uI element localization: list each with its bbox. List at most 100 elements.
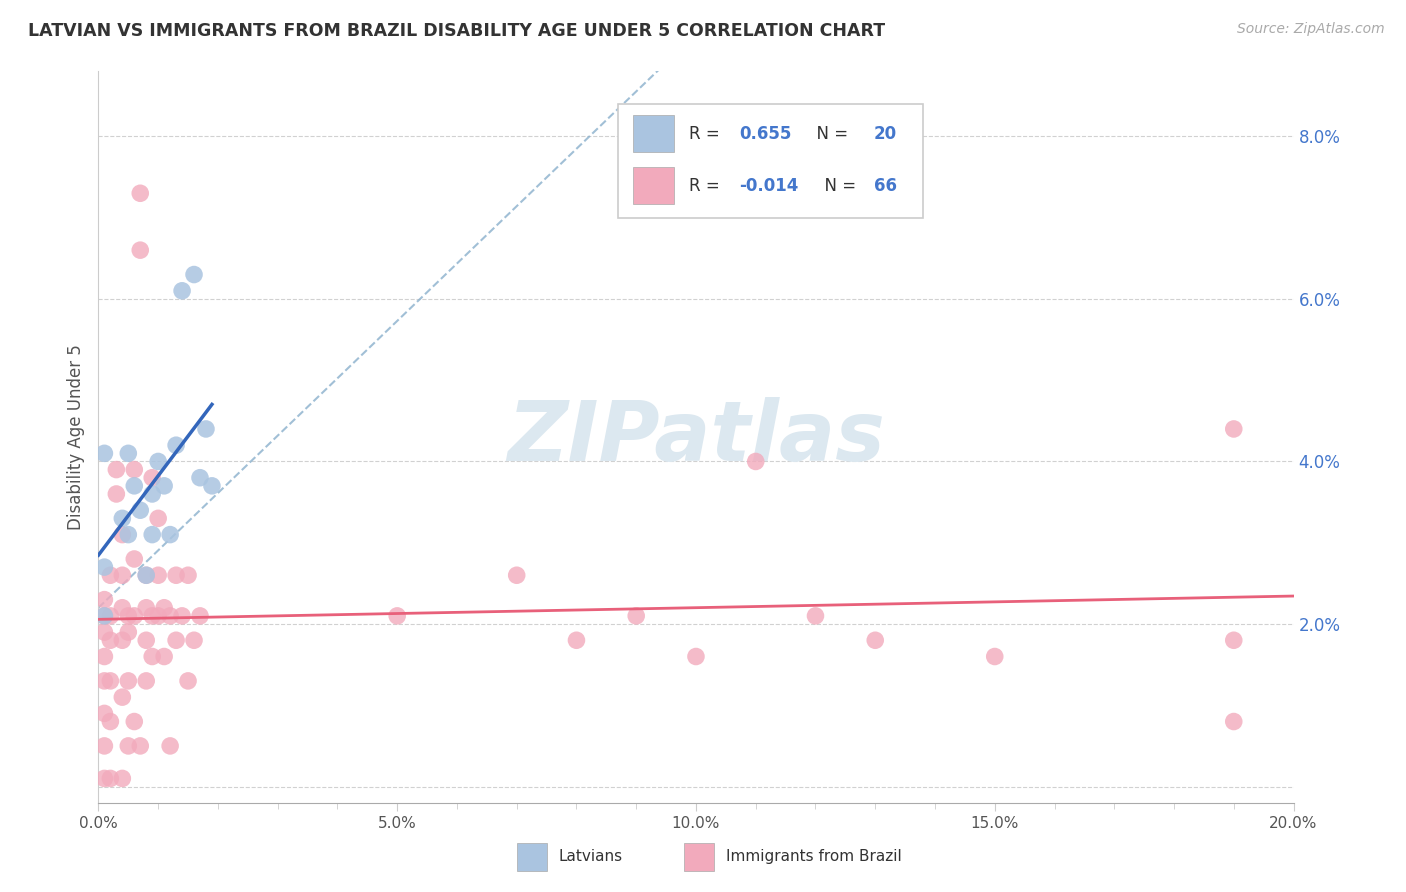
- FancyBboxPatch shape: [619, 104, 922, 218]
- Point: [177, 673, 200, 688]
- Point: [1223, 422, 1246, 436]
- Point: [172, 284, 194, 298]
- Point: [626, 608, 648, 623]
- FancyBboxPatch shape: [685, 843, 714, 871]
- Point: [183, 633, 205, 648]
- Point: [105, 487, 128, 501]
- Point: [111, 690, 134, 705]
- Text: ZIPatlas: ZIPatlas: [508, 397, 884, 477]
- Point: [159, 739, 181, 753]
- Point: [93, 649, 115, 664]
- Point: [385, 608, 409, 623]
- Point: [111, 568, 134, 582]
- Text: Immigrants from Brazil: Immigrants from Brazil: [725, 849, 901, 864]
- Point: [153, 479, 176, 493]
- Point: [177, 568, 200, 582]
- Text: N =: N =: [814, 177, 862, 194]
- Text: 20: 20: [875, 125, 897, 143]
- Point: [98, 633, 122, 648]
- Point: [159, 608, 181, 623]
- Point: [172, 608, 194, 623]
- Point: [117, 527, 139, 541]
- Point: [124, 462, 146, 476]
- Point: [195, 422, 218, 436]
- Point: [148, 608, 170, 623]
- Point: [183, 268, 205, 282]
- Point: [685, 649, 707, 664]
- Point: [93, 608, 115, 623]
- Point: [98, 673, 122, 688]
- Point: [93, 592, 115, 607]
- Point: [98, 714, 122, 729]
- Text: Latvians: Latvians: [558, 849, 623, 864]
- FancyBboxPatch shape: [633, 115, 675, 152]
- Point: [124, 552, 146, 566]
- Point: [745, 454, 768, 468]
- FancyBboxPatch shape: [633, 168, 675, 204]
- Point: [148, 568, 170, 582]
- Point: [98, 772, 122, 786]
- Point: [129, 243, 152, 257]
- Text: -0.014: -0.014: [740, 177, 799, 194]
- Text: N =: N =: [806, 125, 853, 143]
- Point: [93, 608, 115, 623]
- Point: [111, 772, 134, 786]
- Point: [1223, 633, 1246, 648]
- Point: [141, 471, 163, 485]
- Point: [141, 527, 163, 541]
- Point: [148, 511, 170, 525]
- Point: [93, 673, 115, 688]
- Point: [111, 633, 134, 648]
- Point: [129, 186, 152, 201]
- Point: [865, 633, 887, 648]
- Point: [135, 600, 157, 615]
- Point: [165, 438, 187, 452]
- Point: [565, 633, 588, 648]
- Text: LATVIAN VS IMMIGRANTS FROM BRAZIL DISABILITY AGE UNDER 5 CORRELATION CHART: LATVIAN VS IMMIGRANTS FROM BRAZIL DISABI…: [28, 22, 886, 40]
- Y-axis label: Disability Age Under 5: Disability Age Under 5: [66, 344, 84, 530]
- Point: [188, 608, 211, 623]
- Point: [984, 649, 1007, 664]
- Text: R =: R =: [689, 125, 725, 143]
- Point: [124, 608, 146, 623]
- Point: [117, 608, 139, 623]
- Point: [129, 739, 152, 753]
- Point: [93, 739, 115, 753]
- Text: Source: ZipAtlas.com: Source: ZipAtlas.com: [1237, 22, 1385, 37]
- Point: [98, 608, 122, 623]
- Point: [124, 479, 146, 493]
- Point: [93, 625, 115, 640]
- Point: [98, 568, 122, 582]
- Text: 66: 66: [875, 177, 897, 194]
- Point: [105, 462, 128, 476]
- Point: [165, 568, 187, 582]
- Point: [159, 527, 181, 541]
- Point: [141, 487, 163, 501]
- Point: [153, 649, 176, 664]
- Point: [117, 446, 139, 460]
- Point: [124, 714, 146, 729]
- Point: [201, 479, 224, 493]
- Point: [93, 446, 115, 460]
- Point: [117, 739, 139, 753]
- Point: [93, 706, 115, 721]
- Text: 0.655: 0.655: [740, 125, 792, 143]
- Point: [148, 454, 170, 468]
- Point: [141, 608, 163, 623]
- Point: [135, 568, 157, 582]
- Point: [111, 527, 134, 541]
- Point: [165, 633, 187, 648]
- Point: [1223, 714, 1246, 729]
- Point: [111, 511, 134, 525]
- Point: [129, 503, 152, 517]
- Text: R =: R =: [689, 177, 725, 194]
- Point: [135, 568, 157, 582]
- Point: [804, 608, 827, 623]
- Point: [111, 600, 134, 615]
- Point: [117, 673, 139, 688]
- Point: [141, 649, 163, 664]
- Point: [117, 625, 139, 640]
- Point: [93, 560, 115, 574]
- Point: [135, 673, 157, 688]
- Point: [506, 568, 529, 582]
